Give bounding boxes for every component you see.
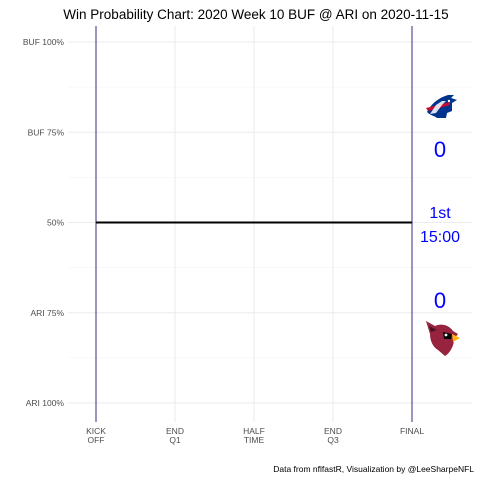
x-tick-label: HALF TIME [243, 426, 265, 445]
x-tick-label: END Q1 [166, 426, 184, 445]
y-tick-label: BUF 100% [23, 37, 65, 47]
grid-layer [68, 26, 472, 422]
chart-caption: Data from nflfastR, Visualization by @Le… [273, 464, 474, 474]
away-score: 0 [434, 137, 446, 162]
vline-layer [95, 26, 413, 422]
y-tick-label: 50% [47, 218, 64, 228]
cardinals-logo-icon [426, 321, 460, 356]
quarter-label: 1st [429, 205, 451, 222]
x-tick-label: END Q3 [324, 426, 342, 445]
y-tick-label: ARI 75% [30, 308, 64, 318]
game-clock: 15:00 [420, 229, 460, 246]
x-axis-ticks: KICK OFF END Q1 HALF TIME END Q3 FINAL [86, 426, 424, 445]
home-score: 0 [434, 288, 446, 313]
x-tick-label: FINAL [400, 426, 424, 436]
bills-logo-icon [426, 95, 457, 118]
chart-title: Win Probability Chart: 2020 Week 10 BUF … [63, 7, 448, 22]
y-tick-label: ARI 100% [26, 398, 65, 408]
y-tick-label: BUF 75% [28, 127, 65, 137]
x-tick-label: KICK OFF [86, 426, 106, 445]
y-axis-ticks: BUF 100% BUF 75% 50% ARI 75% ARI 100% [23, 37, 65, 408]
